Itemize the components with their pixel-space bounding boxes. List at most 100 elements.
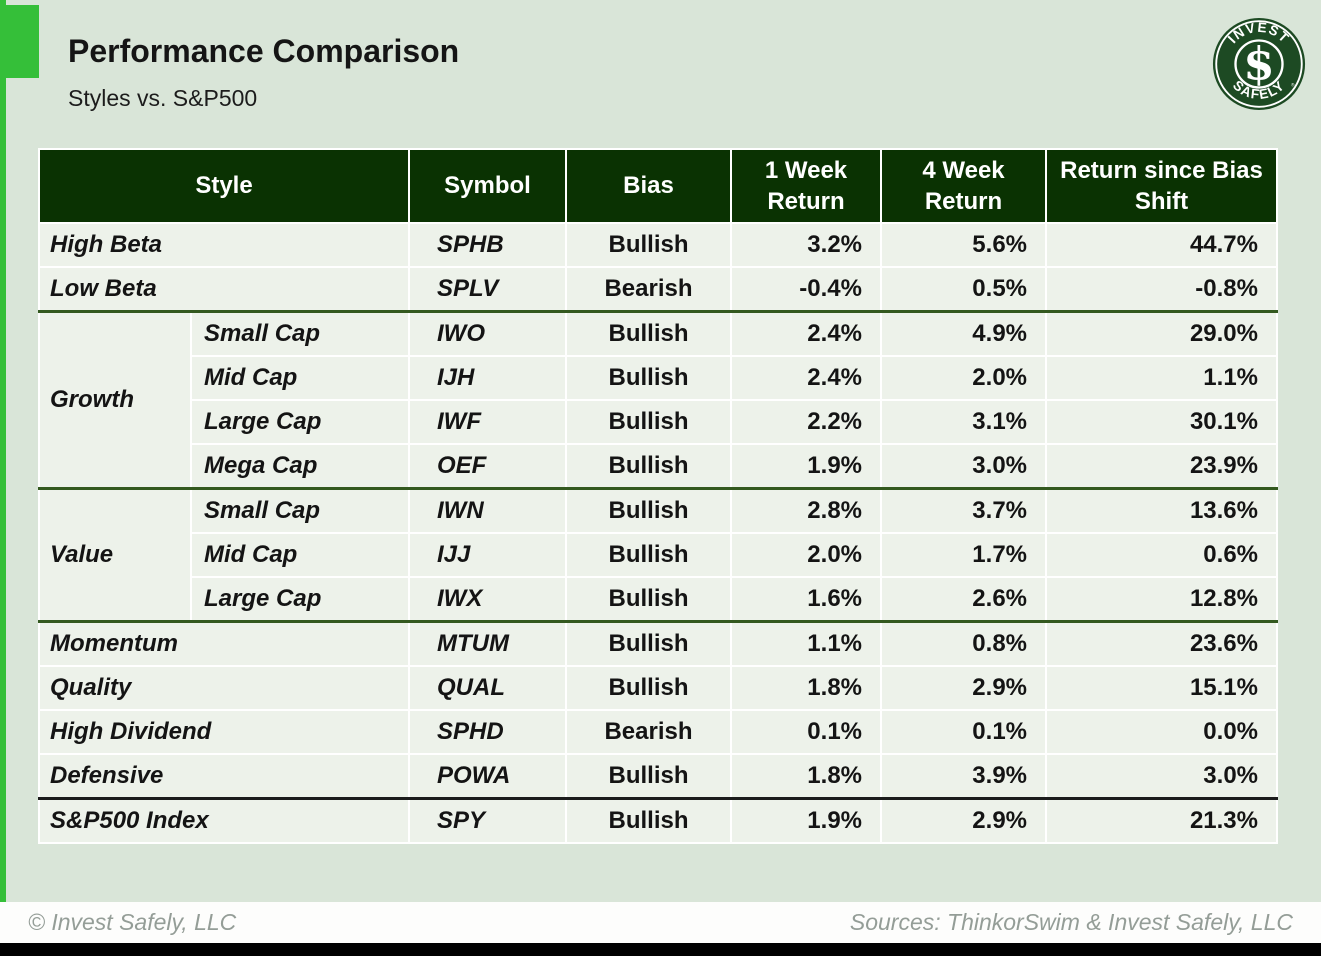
table-row-value-mid-cap: Mid Cap IJJ Bullish 2.0% 1.7% 0.6% [39, 532, 1278, 578]
cell-symbol: IJH [408, 355, 567, 401]
cell-symbol: SPLV [408, 266, 567, 313]
cell-symbol: IWX [408, 576, 567, 623]
cell-symbol: IWF [408, 399, 567, 445]
cell-1-week-return: 1.1% [730, 620, 882, 667]
page-subtitle: Styles vs. S&P500 [68, 85, 258, 111]
header-4-week-return: 4 Week Return [880, 148, 1047, 224]
cell-return-since-bias-shift: 0.0% [1045, 709, 1278, 755]
cell-return-since-bias-shift: 0.6% [1045, 532, 1278, 578]
table-row-value-large-cap: Large Cap IWX Bullish 1.6% 2.6% 12.8% [39, 576, 1278, 623]
cell-1-week-return: 2.8% [730, 487, 882, 534]
cell-4-week-return: 0.5% [880, 266, 1047, 313]
cell-4-week-return: 5.6% [880, 222, 1047, 268]
cell-4-week-return: 3.1% [880, 399, 1047, 445]
cell-style: High Dividend [38, 709, 410, 755]
cell-4-week-return: 3.9% [880, 753, 1047, 800]
table-row-growth-small-cap: Growth Small Cap IWO Bullish 2.4% 4.9% 2… [38, 310, 1278, 490]
cell-symbol: QUAL [408, 665, 567, 711]
logo-outer-ring [1215, 20, 1303, 108]
cell-1-week-return: 0.1% [730, 709, 882, 755]
footer-bar: © Invest Safely, LLC Sources: ThinkorSwi… [0, 902, 1321, 943]
cell-style: Momentum [38, 620, 410, 667]
table-row-value-small-cap: Value Small Cap IWN Bullish 2.8% 3.7% 13… [38, 487, 1278, 623]
cell-1-week-return: 2.4% [730, 355, 882, 401]
cell-bias: Bullish [565, 399, 732, 445]
cell-bias: Bullish [565, 443, 732, 490]
cell-return-since-bias-shift: 29.0% [1045, 310, 1278, 357]
header-style: Style [38, 148, 410, 224]
cell-1-week-return: 1.6% [730, 576, 882, 623]
cell-return-since-bias-shift: 12.8% [1045, 576, 1278, 623]
cell-1-week-return: 2.4% [730, 310, 882, 357]
cell-style: High Beta [38, 222, 410, 268]
cell-style: Mid Cap [190, 532, 410, 578]
cell-1-week-return: 1.9% [730, 443, 882, 490]
cell-4-week-return: 0.8% [880, 620, 1047, 667]
cell-4-week-return: 0.1% [880, 709, 1047, 755]
cell-symbol: IWO [408, 310, 567, 357]
cell-return-since-bias-shift: 21.3% [1045, 797, 1278, 844]
cell-1-week-return: 1.8% [730, 753, 882, 800]
cell-4-week-return: 2.9% [880, 665, 1047, 711]
cell-return-since-bias-shift: 3.0% [1045, 753, 1278, 800]
cell-return-since-bias-shift: 23.6% [1045, 620, 1278, 667]
cell-bias: Bullish [565, 753, 732, 800]
bottom-black-bar [0, 943, 1321, 956]
header-bias: Bias [565, 148, 732, 224]
cell-1-week-return: 3.2% [730, 222, 882, 268]
cell-return-since-bias-shift: 30.1% [1045, 399, 1278, 445]
cell-style: Mid Cap [190, 355, 410, 401]
cell-style: S&P500 Index [38, 797, 410, 844]
cell-return-since-bias-shift: 23.9% [1045, 443, 1278, 490]
cell-return-since-bias-shift: -0.8% [1045, 266, 1278, 313]
cell-bias: Bullish [565, 665, 732, 711]
cell-bias: Bearish [565, 709, 732, 755]
cell-style: Quality [38, 665, 410, 711]
footer-copyright: © Invest Safely, LLC [28, 909, 237, 935]
cell-symbol: MTUM [408, 620, 567, 667]
table-row-growth-mega-cap: Mega Cap OEF Bullish 1.9% 3.0% 23.9% [39, 443, 1278, 490]
logo-dollar-monogram: $ [1243, 37, 1274, 90]
table-row-defensive: Defensive POWA Bullish 1.8% 3.9% 3.0% [38, 753, 1278, 800]
cell-symbol: IJJ [408, 532, 567, 578]
invest-safely-logo: INVEST SAFELY $ ® [1212, 17, 1306, 111]
logo-trademark: ® [1291, 82, 1295, 88]
cell-1-week-return: 2.2% [730, 399, 882, 445]
cell-bias: Bullish [565, 222, 732, 268]
cell-bias: Bullish [565, 532, 732, 578]
cell-return-since-bias-shift: 44.7% [1045, 222, 1278, 268]
cell-return-since-bias-shift: 15.1% [1045, 665, 1278, 711]
cell-1-week-return: 1.8% [730, 665, 882, 711]
cell-1-week-return: -0.4% [730, 266, 882, 313]
cell-style: Large Cap [190, 399, 410, 445]
left-accent-strip [0, 0, 6, 902]
cell-4-week-return: 2.0% [880, 355, 1047, 401]
footer-sources: Sources: ThinkorSwim & Invest Safely, LL… [849, 909, 1293, 935]
table-row-growth-large-cap: Large Cap IWF Bullish 2.2% 3.1% 30.1% [39, 399, 1278, 445]
cell-4-week-return: 2.9% [880, 797, 1047, 844]
cell-symbol: POWA [408, 753, 567, 800]
header-1-week-return: 1 Week Return [730, 148, 882, 224]
table-row-momentum: Momentum MTUM Bullish 1.1% 0.8% 23.6% [38, 620, 1278, 667]
cell-bias: Bullish [565, 355, 732, 401]
table-row-low-beta: Low Beta SPLV Bearish -0.4% 0.5% -0.8% [38, 266, 1278, 313]
cell-bias: Bullish [565, 576, 732, 623]
table-row-quality: Quality QUAL Bullish 1.8% 2.9% 15.1% [38, 665, 1278, 711]
logo-disc [1212, 17, 1306, 111]
cell-symbol: SPHB [408, 222, 567, 268]
cell-1-week-return: 2.0% [730, 532, 882, 578]
cell-symbol: SPY [408, 797, 567, 844]
cell-4-week-return: 2.6% [880, 576, 1047, 623]
page-title: Performance Comparison [68, 33, 460, 69]
performance-comparison-table: Style Symbol Bias 1 Week Return 4 Week R… [38, 148, 1278, 844]
cell-4-week-return: 4.9% [880, 310, 1047, 357]
cell-bias: Bullish [565, 310, 732, 357]
cell-bias: Bullish [565, 797, 732, 844]
cell-symbol: SPHD [408, 709, 567, 755]
table-row-high-beta: High Beta SPHB Bullish 3.2% 5.6% 44.7% [38, 222, 1278, 268]
table-header-row: Style Symbol Bias 1 Week Return 4 Week R… [38, 148, 1278, 224]
title-accent-square [2, 5, 39, 78]
logo-inner-ring [1234, 39, 1284, 89]
cell-bias: Bullish [565, 487, 732, 534]
cell-4-week-return: 3.7% [880, 487, 1047, 534]
